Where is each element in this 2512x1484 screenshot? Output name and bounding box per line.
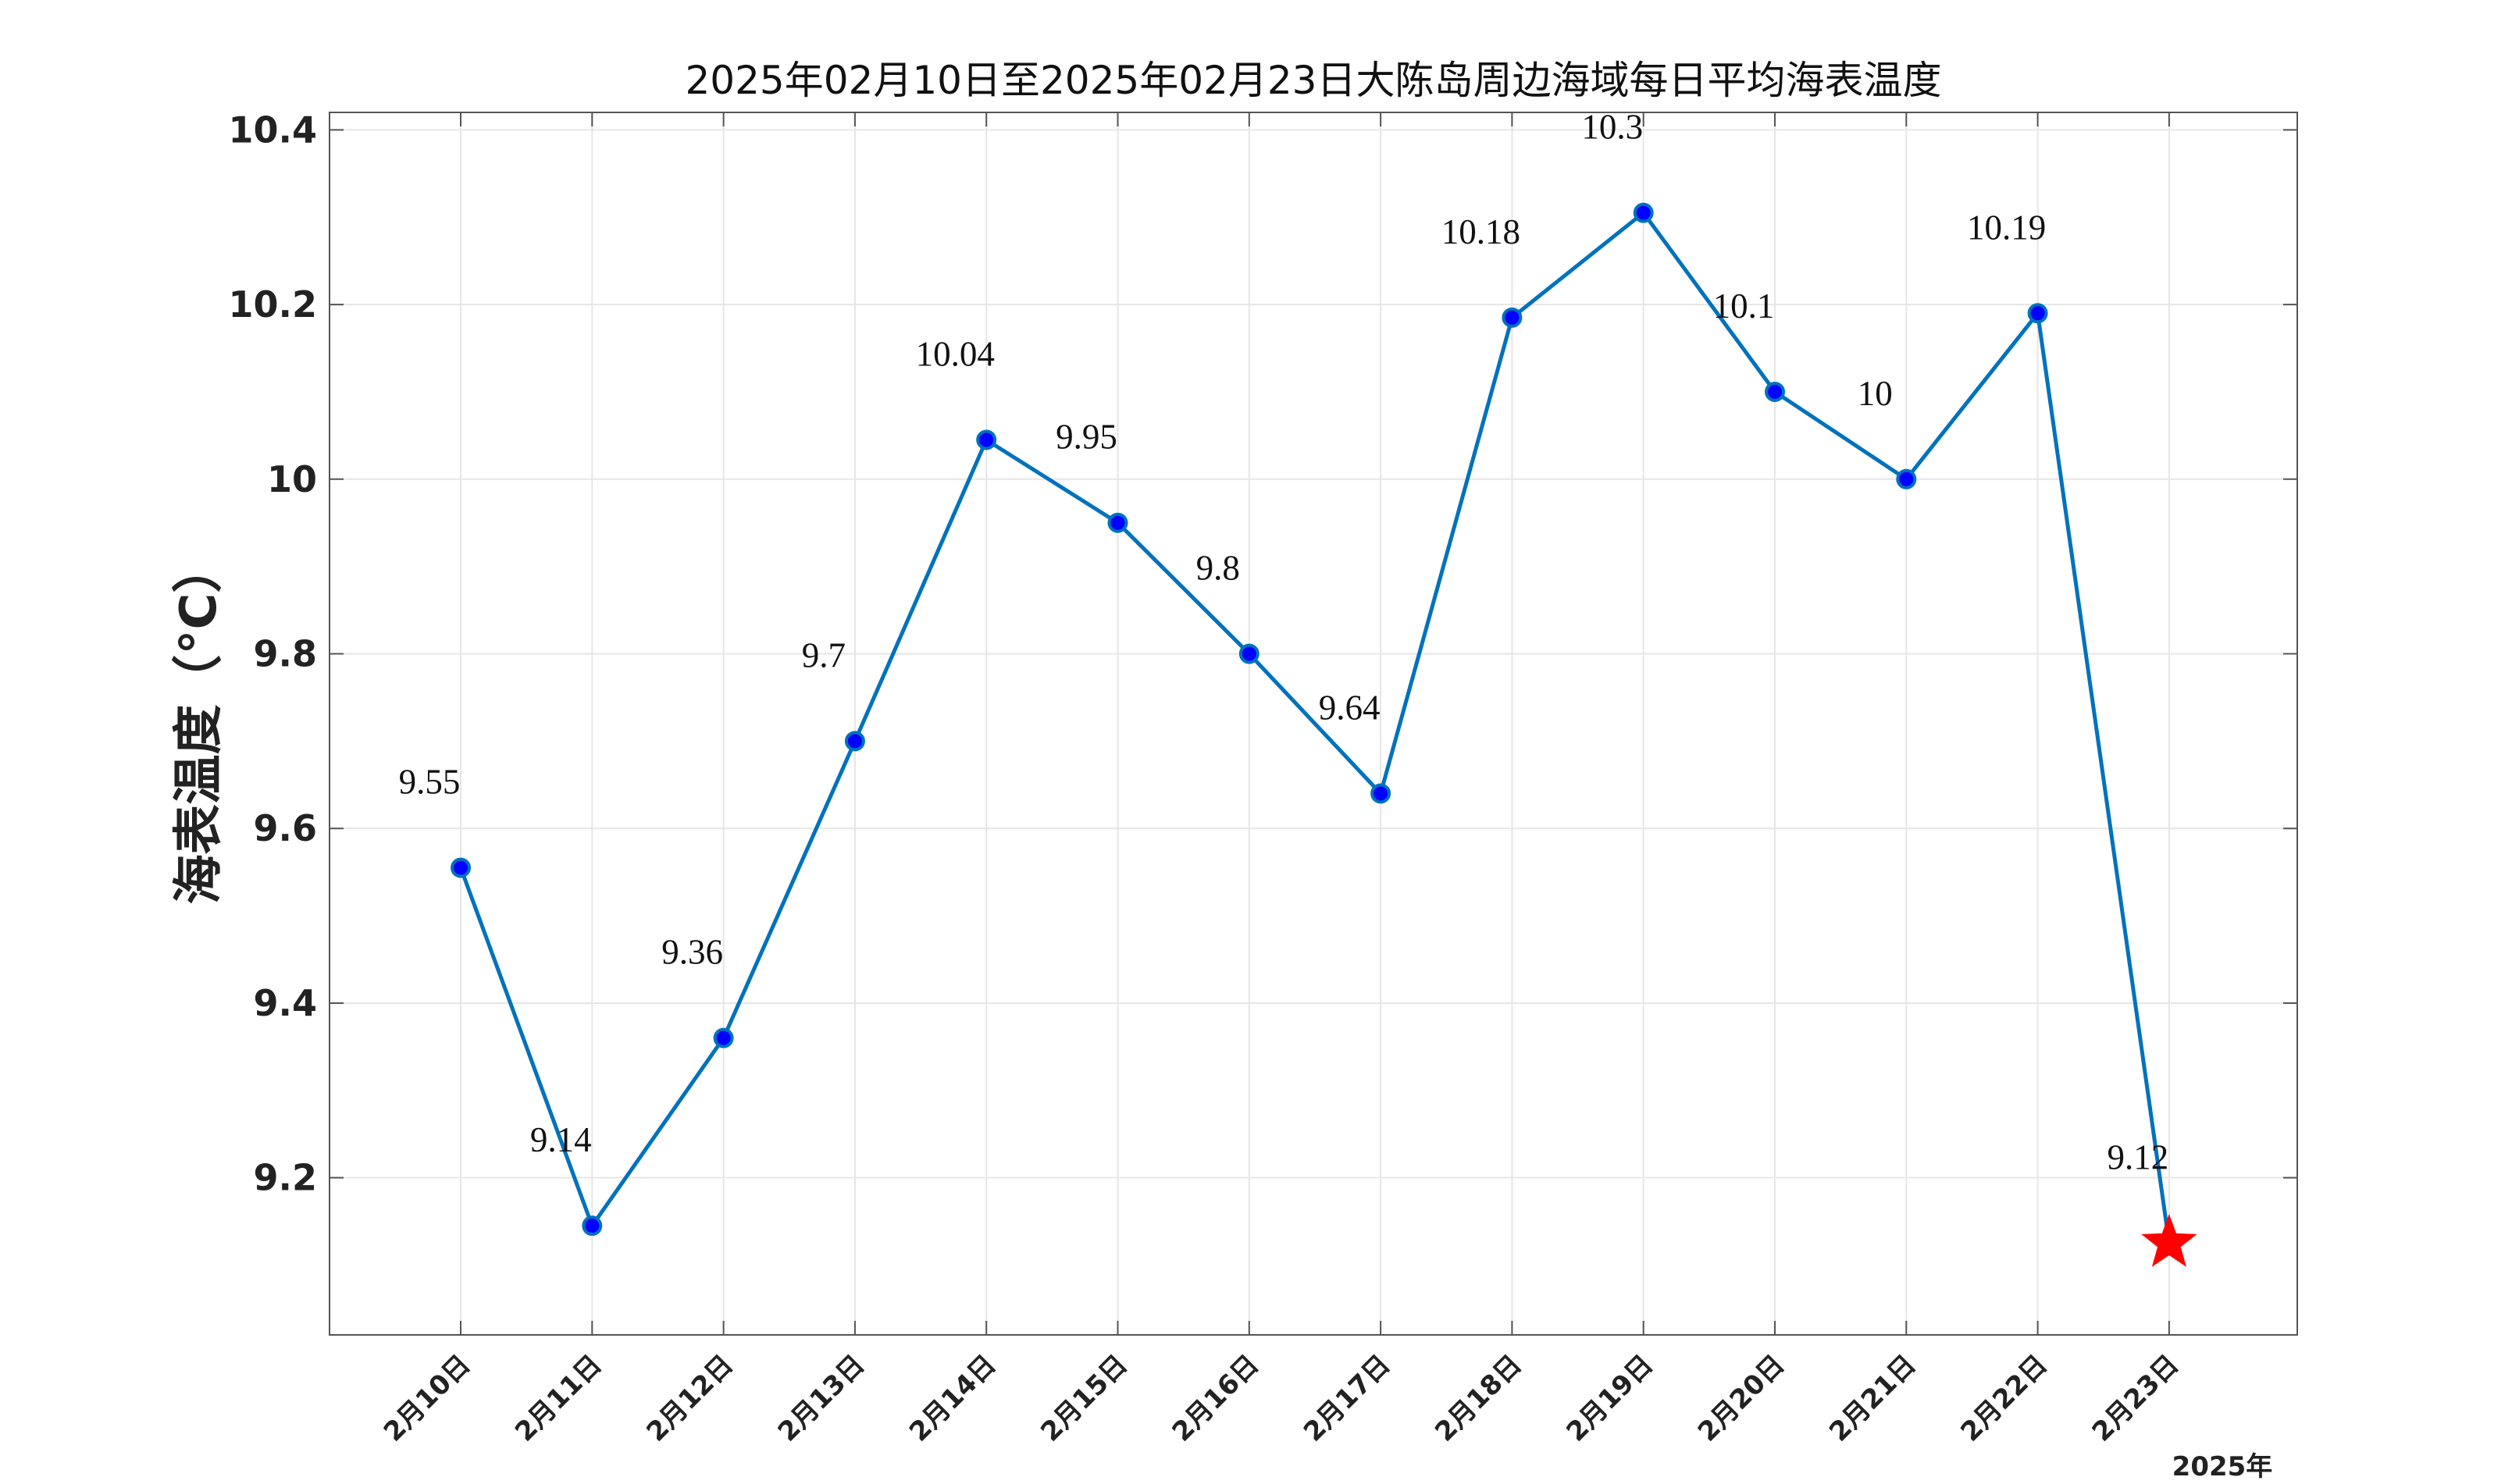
data-label: 10.19 bbox=[1967, 208, 2046, 247]
data-label: 10.1 bbox=[1713, 286, 1775, 326]
y-tick-label: 9.2 bbox=[254, 1157, 318, 1199]
x-tick-label: 2月10日 bbox=[378, 1349, 477, 1448]
data-point-star bbox=[2141, 1214, 2197, 1267]
data-label: 9.36 bbox=[661, 933, 723, 972]
x-axis-year-label: 2025年 bbox=[2172, 1451, 2273, 1482]
x-tick-label: 2月21日 bbox=[1823, 1349, 1922, 1448]
data-label: 9.7 bbox=[802, 635, 846, 674]
data-point bbox=[976, 429, 997, 450]
data-point bbox=[1896, 468, 1917, 489]
x-tick-label: 2月18日 bbox=[1429, 1349, 1528, 1448]
x-tick-label: 2月17日 bbox=[1298, 1349, 1397, 1448]
data-label: 10 bbox=[1858, 374, 1893, 413]
data-labels: 9.55 9.14 9.36 9.7 10.04 9.95 9.8 9.64 10.18 10.3… bbox=[399, 108, 2169, 1177]
y-tick-label: 10.4 bbox=[229, 109, 318, 151]
data-label: 10.3 bbox=[1581, 108, 1643, 147]
chart-title: 2025年02月10日至2025年02月23日大陈岛周边海域每日平均海表温度 bbox=[686, 58, 1942, 103]
y-tick-label: 10.2 bbox=[229, 283, 318, 326]
axis-ticks bbox=[330, 112, 2297, 1335]
x-tick-label: 2月20日 bbox=[1692, 1349, 1791, 1448]
data-point bbox=[1765, 381, 1785, 402]
data-label: 10.18 bbox=[1441, 212, 1520, 251]
x-tick-label: 2月15日 bbox=[1035, 1349, 1134, 1448]
plot-area-frame bbox=[329, 112, 2298, 1336]
y-tick-label: 9.4 bbox=[254, 982, 318, 1024]
data-point bbox=[1107, 512, 1128, 533]
data-label: 9.64 bbox=[1319, 688, 1381, 727]
x-tick-label: 2月14日 bbox=[903, 1349, 1003, 1448]
x-tick-label: 2月11日 bbox=[509, 1349, 608, 1448]
y-tick-label: 9.6 bbox=[254, 807, 318, 849]
data-label: 10.04 bbox=[916, 334, 995, 373]
grid-lines bbox=[330, 112, 2297, 1335]
data-label: 9.14 bbox=[530, 1120, 592, 1159]
data-point bbox=[2027, 303, 2048, 324]
x-tick-label: 2月19日 bbox=[1561, 1349, 1660, 1448]
x-tick-label: 2月23日 bbox=[2086, 1349, 2186, 1448]
data-label: 9.95 bbox=[1056, 418, 1117, 457]
data-point bbox=[1633, 202, 1654, 223]
data-point bbox=[1370, 783, 1391, 804]
x-tick-labels: 2月10日 2月11日 2月12日 2月13日 2月14日 2月15日 2月16日 2月17日… bbox=[378, 1349, 2185, 1448]
x-tick-label: 2月22日 bbox=[1954, 1349, 2054, 1448]
data-point bbox=[582, 1215, 603, 1237]
data-point bbox=[1502, 307, 1523, 328]
data-point bbox=[713, 1027, 734, 1048]
data-point bbox=[844, 731, 865, 752]
series-sst bbox=[451, 202, 2197, 1267]
data-point bbox=[451, 857, 471, 878]
series-line bbox=[458, 211, 2172, 1244]
x-tick-label: 2月13日 bbox=[772, 1349, 871, 1448]
y-tick-label: 10 bbox=[267, 458, 317, 500]
data-point bbox=[1238, 643, 1260, 664]
x-tick-label: 2月12日 bbox=[640, 1349, 739, 1448]
data-label: 9.8 bbox=[1196, 549, 1240, 588]
x-tick-label: 2月16日 bbox=[1167, 1349, 1266, 1448]
y-tick-labels: 9.2 9.4 9.6 9.8 10 10.2 10.4 bbox=[229, 109, 318, 1198]
y-tick-label: 9.8 bbox=[254, 633, 318, 675]
y-axis-label: 海表温度（°C） bbox=[170, 543, 228, 905]
data-label: 9.12 bbox=[2108, 1138, 2169, 1177]
data-label: 9.55 bbox=[399, 763, 461, 802]
